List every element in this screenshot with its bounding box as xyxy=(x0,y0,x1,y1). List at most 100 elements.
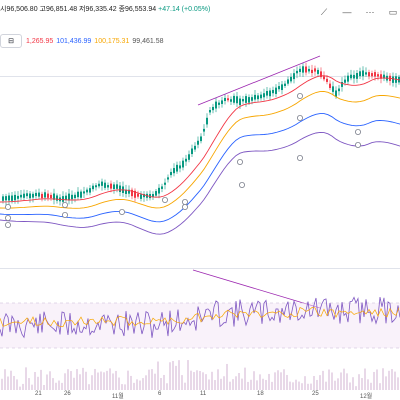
candle-body xyxy=(341,82,343,87)
candle-body xyxy=(377,74,379,77)
volume-bar xyxy=(199,371,201,390)
volume-bar xyxy=(19,386,21,390)
maximize-icon[interactable]: ▭ xyxy=(388,6,398,17)
volume-bar xyxy=(109,368,111,390)
volume-bar xyxy=(190,370,192,390)
volume-bar xyxy=(274,372,276,390)
candle-body xyxy=(308,68,310,72)
candle-body xyxy=(263,93,265,98)
volume-bar xyxy=(277,370,279,390)
volume-bar xyxy=(250,379,252,390)
candle-body xyxy=(272,89,274,94)
volume-bar xyxy=(103,372,105,390)
volume-bar xyxy=(253,371,255,390)
rsi-line xyxy=(0,296,400,339)
volume-bar xyxy=(196,370,198,390)
ma-line-blue xyxy=(0,113,400,223)
candle-body xyxy=(170,171,172,176)
volume-bar xyxy=(268,373,270,390)
candle-body xyxy=(245,96,247,103)
volume-bar xyxy=(382,368,384,390)
candle-body xyxy=(113,184,115,190)
signal-marker xyxy=(296,115,303,122)
volume-bar xyxy=(388,370,390,390)
volume-bar xyxy=(112,373,114,390)
volume-bar xyxy=(313,375,315,390)
volume-bar xyxy=(202,372,204,390)
volume-bar xyxy=(13,375,15,390)
brush-icon[interactable]: ⟋ xyxy=(320,6,328,17)
candle-body xyxy=(68,193,70,201)
volume-bar xyxy=(322,370,324,390)
candle-body xyxy=(362,70,364,77)
ma-line-orange xyxy=(0,90,400,209)
trend-line-rsi xyxy=(192,269,321,309)
volume-bar xyxy=(334,380,336,390)
volume-bar xyxy=(328,369,330,390)
candle-body xyxy=(92,185,94,190)
chart-toolbar: ⟋ — ⋯ ▭ xyxy=(317,6,400,18)
volume-bar xyxy=(385,376,387,390)
volume-bar xyxy=(379,383,381,390)
volume-bar xyxy=(229,381,231,390)
rsi-signal-line xyxy=(0,307,400,328)
volume-bar xyxy=(298,381,300,390)
more-icon[interactable]: ⋯ xyxy=(365,6,375,17)
candle-body xyxy=(182,160,184,168)
signal-marker xyxy=(238,181,245,188)
volume-bar xyxy=(31,384,33,390)
candle-body xyxy=(293,73,295,80)
volume-bar xyxy=(307,383,309,390)
candle-body xyxy=(239,98,241,106)
candle-body xyxy=(233,95,235,103)
volume-bar xyxy=(157,361,159,390)
volume-bar xyxy=(286,374,288,390)
candle-body xyxy=(392,76,394,83)
volume-bar xyxy=(34,371,36,390)
volume-bar xyxy=(61,382,63,390)
volume-bar xyxy=(391,369,393,390)
volume-bar xyxy=(121,384,123,390)
volume-bar xyxy=(292,382,294,390)
volume-bar xyxy=(211,371,213,390)
volume-bar xyxy=(376,369,378,390)
volume-bar xyxy=(40,369,42,390)
candle-body xyxy=(185,158,187,162)
time-tick: 6 xyxy=(158,391,162,397)
volume-bar xyxy=(139,380,141,390)
candle-body xyxy=(299,68,301,72)
indicator-toggle-button[interactable]: ⊟ xyxy=(0,34,22,48)
volume-bar xyxy=(127,370,129,390)
volume-bar xyxy=(364,368,366,390)
candle-body xyxy=(374,72,376,77)
volume-bar xyxy=(262,378,264,390)
volume-bar xyxy=(280,372,282,390)
candle-body xyxy=(65,195,67,200)
signal-marker xyxy=(62,211,69,218)
signal-marker xyxy=(181,203,188,210)
volume-bar xyxy=(223,376,225,390)
candle-body xyxy=(26,193,28,197)
candle-body xyxy=(224,97,226,102)
volume-bar xyxy=(4,369,6,390)
candle-body xyxy=(179,165,181,169)
collapse-icon[interactable]: — xyxy=(342,7,352,17)
candle-body xyxy=(176,164,178,172)
time-tick: 11 xyxy=(200,391,207,397)
candle-body xyxy=(116,184,118,189)
candle-body xyxy=(107,185,109,188)
volume-bar xyxy=(241,378,243,390)
volume-bar xyxy=(46,374,48,390)
volume-bar xyxy=(256,380,258,390)
volume-bar xyxy=(361,378,363,390)
pane-divider[interactable] xyxy=(0,268,400,269)
candle-body xyxy=(296,70,298,74)
volume-bar xyxy=(235,376,237,390)
candle-body xyxy=(344,79,346,83)
volume-bar xyxy=(49,371,51,390)
volume-bar xyxy=(151,369,153,390)
volume-bar xyxy=(85,371,87,390)
ma-value-3: 100,175.31 xyxy=(94,37,130,45)
volume-bar xyxy=(52,378,54,390)
